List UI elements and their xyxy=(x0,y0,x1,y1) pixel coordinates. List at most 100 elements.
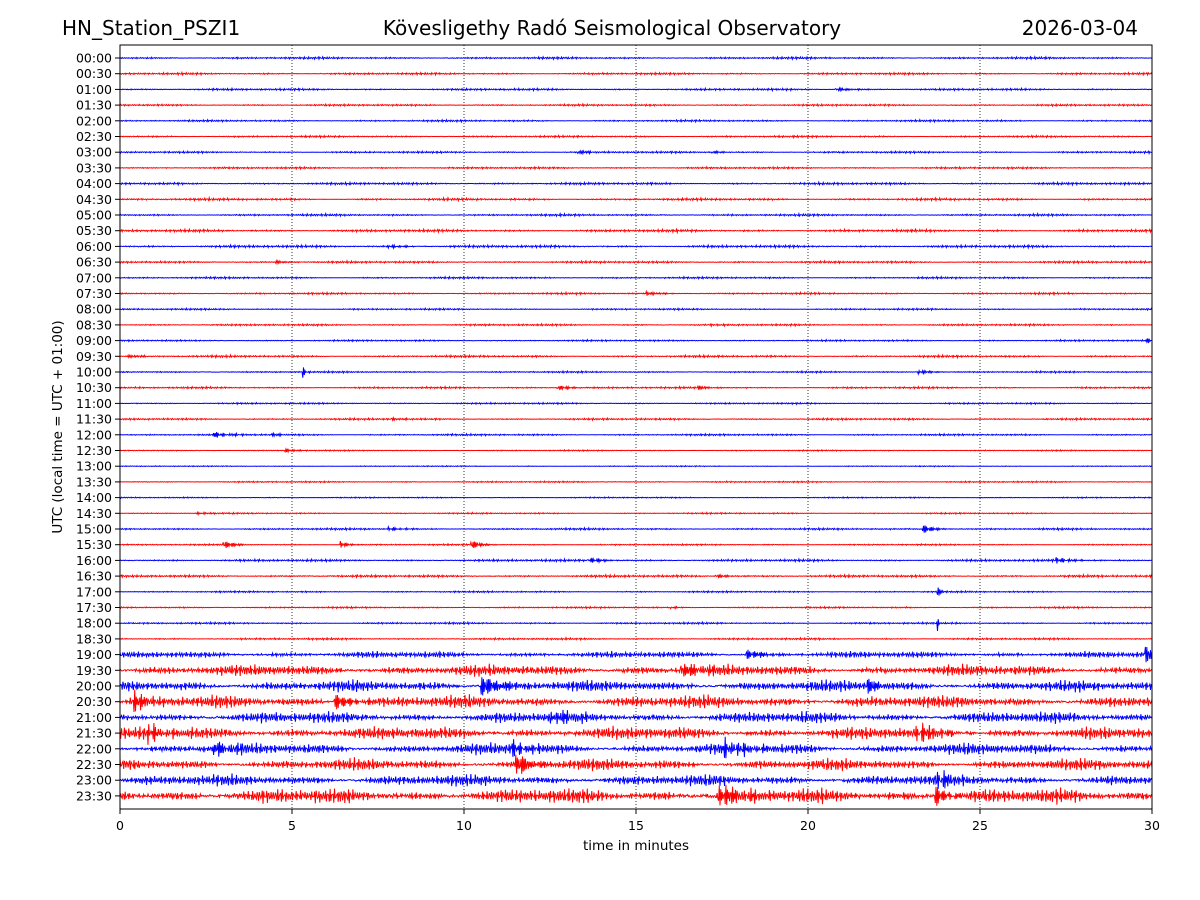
y-tick-label: 03:00 xyxy=(76,145,112,160)
trace-1030 xyxy=(119,384,1153,391)
y-tick-label: 18:30 xyxy=(76,631,112,646)
y-tick-label: 09:00 xyxy=(76,333,112,348)
y-tick-label: 14:30 xyxy=(76,506,112,521)
y-tick-label: 13:30 xyxy=(76,474,112,489)
y-tick-label: 05:30 xyxy=(76,223,112,238)
trace-0730 xyxy=(120,289,1153,297)
y-tick-label: 08:30 xyxy=(76,317,112,332)
trace-0800 xyxy=(119,306,1153,312)
trace-0330 xyxy=(119,165,1153,171)
trace-0030 xyxy=(119,70,1153,77)
y-tick-label: 06:30 xyxy=(76,255,112,270)
y-tick-label: 16:30 xyxy=(76,569,112,584)
trace-0130 xyxy=(119,102,1153,108)
trace-0430 xyxy=(119,195,1153,203)
trace-0100 xyxy=(120,86,1153,93)
y-tick-label: 20:30 xyxy=(76,694,112,709)
trace-0630 xyxy=(119,258,1153,266)
y-tick-label: 17:00 xyxy=(76,584,112,599)
trace-1130 xyxy=(119,416,1153,422)
y-tick-label: 11:00 xyxy=(76,396,112,411)
station-name: HN_Station_PSZI1 xyxy=(62,16,240,40)
x-tick-label: 0 xyxy=(116,818,124,833)
trace-1230 xyxy=(119,447,1153,454)
chart-date: 2026-03-04 xyxy=(1022,16,1138,40)
trace-1000 xyxy=(120,367,1153,378)
y-tick-label: 12:30 xyxy=(76,443,112,458)
y-tick-label: 08:00 xyxy=(76,302,112,317)
y-tick-labels: 00:0000:3001:0001:3002:0002:3003:0003:30… xyxy=(76,51,120,803)
y-tick-label: 21:30 xyxy=(76,726,112,741)
y-tick-label: 12:00 xyxy=(76,427,112,442)
trace-group xyxy=(119,55,1153,806)
x-tick-label: 25 xyxy=(972,818,988,833)
trace-2200 xyxy=(119,736,1153,759)
trace-1200 xyxy=(119,431,1153,438)
y-tick-label: 22:00 xyxy=(76,741,112,756)
trace-2300 xyxy=(119,770,1153,789)
trace-0500 xyxy=(119,211,1153,218)
y-tick-label: 02:30 xyxy=(76,129,112,144)
trace-0700 xyxy=(119,275,1152,281)
y-tick-label: 19:30 xyxy=(76,663,112,678)
y-tick-label: 11:30 xyxy=(76,412,112,427)
trace-1830 xyxy=(119,636,1153,642)
y-tick-label: 17:30 xyxy=(76,600,112,615)
x-tick-label: 10 xyxy=(456,818,472,833)
trace-1500 xyxy=(119,524,1153,533)
trace-0530 xyxy=(119,227,1153,235)
y-tick-label: 16:00 xyxy=(76,553,112,568)
y-tick-label: 03:30 xyxy=(76,160,112,175)
y-tick-label: 10:00 xyxy=(76,365,112,380)
y-tick-label: 23:00 xyxy=(76,773,112,788)
trace-1900 xyxy=(119,646,1153,663)
x-tick-label: 5 xyxy=(288,818,296,833)
y-tick-label: 19:00 xyxy=(76,647,112,662)
trace-1530 xyxy=(120,540,1153,549)
trace-2230 xyxy=(119,754,1153,774)
y-tick-label: 04:00 xyxy=(76,176,112,191)
y-tick-label: 02:00 xyxy=(76,113,112,128)
trace-1930 xyxy=(119,663,1153,677)
x-axis-label: time in minutes xyxy=(583,838,689,854)
trace-0000 xyxy=(120,55,1153,61)
trace-1430 xyxy=(120,510,1153,517)
trace-0830 xyxy=(119,322,1153,328)
x-axis-ticks: 0 5 10 15 20 25 30 xyxy=(116,809,1160,833)
trace-0230 xyxy=(119,134,1152,140)
trace-0930 xyxy=(119,353,1153,360)
trace-0400 xyxy=(119,180,1153,187)
y-tick-label: 09:30 xyxy=(76,349,112,364)
y-tick-label: 10:30 xyxy=(76,380,112,395)
y-tick-label: 07:30 xyxy=(76,286,112,301)
y-tick-label: 01:30 xyxy=(76,98,112,113)
y-tick-label: 04:30 xyxy=(76,192,112,207)
y-tick-label: 05:00 xyxy=(76,208,112,223)
y-tick-label: 13:00 xyxy=(76,459,112,474)
x-tick-label: 20 xyxy=(800,818,816,833)
y-tick-label: 00:30 xyxy=(76,66,112,81)
trace-1730 xyxy=(119,605,1153,610)
x-tick-label: 30 xyxy=(1144,818,1160,833)
y-tick-label: 22:30 xyxy=(76,757,112,772)
y-tick-label: 15:30 xyxy=(76,537,112,552)
y-tick-label: 14:00 xyxy=(76,490,112,505)
y-tick-label: 01:00 xyxy=(76,82,112,97)
trace-2000 xyxy=(119,677,1153,696)
y-tick-label: 06:00 xyxy=(76,239,112,254)
trace-1100 xyxy=(119,401,1153,406)
y-tick-label: 00:00 xyxy=(76,51,112,66)
y-tick-label: 18:00 xyxy=(76,616,112,631)
y-tick-label: 15:00 xyxy=(76,522,112,537)
trace-1330 xyxy=(119,480,1153,484)
trace-0900 xyxy=(119,338,1153,344)
vertical-grid xyxy=(291,45,981,809)
y-tick-label: 07:00 xyxy=(76,270,112,285)
trace-0200 xyxy=(119,118,1153,124)
trace-0300 xyxy=(119,149,1153,156)
trace-1400 xyxy=(119,495,1152,500)
trace-1630 xyxy=(119,573,1153,579)
trace-2330 xyxy=(119,784,1153,806)
y-tick-label: 23:30 xyxy=(76,788,112,803)
